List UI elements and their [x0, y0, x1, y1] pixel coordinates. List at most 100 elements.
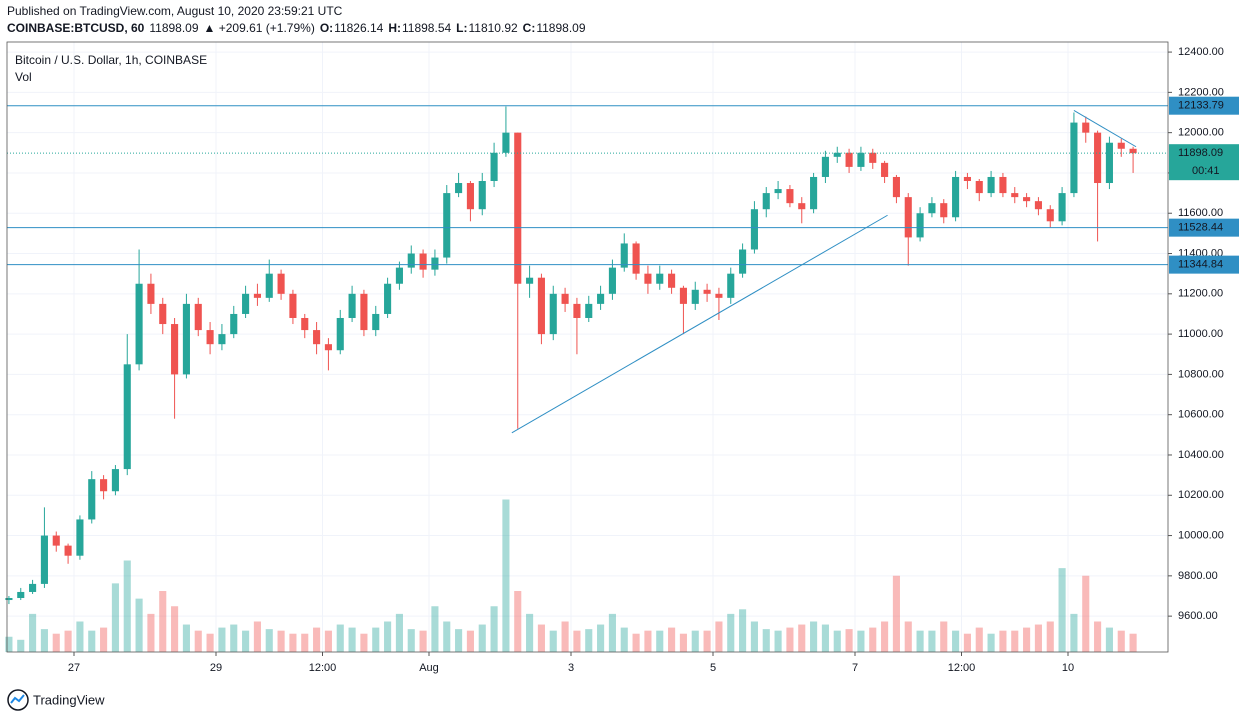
candle-body [466, 183, 474, 210]
volume-bar [171, 606, 179, 652]
candle-body [76, 519, 84, 556]
volume-bar [668, 627, 676, 652]
volume-bar [407, 629, 415, 652]
x-tick-label: 12:00 [309, 662, 337, 674]
volume-bar [833, 630, 841, 652]
x-tick-label: Aug [419, 662, 439, 674]
candle-body [111, 469, 119, 492]
candle-body [881, 162, 889, 177]
candle-body [431, 257, 439, 270]
candle-body [289, 293, 297, 318]
volume-bar [691, 630, 699, 652]
volume-bar [940, 621, 948, 652]
volume-bar [928, 630, 936, 652]
volume-bar [289, 633, 297, 652]
candle-body [52, 535, 60, 546]
volume-bar [242, 630, 250, 652]
brand-name: TradingView [33, 692, 105, 707]
candle-body [384, 283, 392, 314]
candle-body [1058, 193, 1066, 222]
volume-bar [478, 624, 486, 652]
candle-body [739, 249, 747, 274]
last-price-label: 11898.09 [1178, 147, 1223, 159]
volume-bar [277, 630, 285, 652]
volume-bar [750, 621, 758, 652]
candle-body [904, 197, 912, 238]
volume-bar [324, 630, 332, 652]
volume-bar [975, 627, 983, 652]
candle-body [561, 293, 569, 304]
candle-body [123, 364, 131, 470]
volume-bar [857, 630, 865, 652]
volume-bar [182, 624, 190, 652]
y-tick-label: 10400.00 [1178, 449, 1224, 461]
header-quote: 11898.09 [536, 21, 585, 35]
candle-body [443, 193, 451, 258]
candle-body [40, 535, 48, 584]
x-tick-label: 3 [568, 662, 574, 674]
volume-bar [526, 613, 534, 652]
volume-bar [1023, 627, 1031, 652]
volume-bar [395, 613, 403, 652]
y-tick-label: 12000.00 [1178, 127, 1224, 139]
volume-bar [1129, 633, 1137, 652]
countdown-label: 00:41 [1192, 165, 1220, 177]
candle-body [940, 203, 948, 218]
volume-bar [419, 630, 427, 652]
candle-body [5, 598, 13, 601]
candle-body [301, 317, 309, 331]
candle-body [478, 181, 486, 210]
candle-body [360, 293, 368, 331]
candle-body [29, 583, 37, 592]
candle-body [999, 176, 1007, 194]
volume-bar [466, 630, 474, 652]
volume-bar [656, 630, 664, 652]
volume-bar [632, 633, 640, 652]
candle-body [490, 152, 498, 182]
volume-bar [159, 591, 167, 652]
price-line-label: 12133.79 [1178, 100, 1224, 112]
volume-bar [821, 624, 829, 652]
volume-bar [111, 583, 119, 652]
y-tick-label: 11600.00 [1178, 207, 1223, 219]
volume-bar [892, 575, 900, 652]
volume-bar [218, 627, 226, 652]
volume-bar [597, 624, 605, 652]
y-tick-label: 12400.00 [1178, 46, 1224, 58]
candle-body [1034, 201, 1042, 210]
volume-bar [1046, 621, 1054, 652]
volume-bar [999, 630, 1007, 652]
volume-bar [798, 624, 806, 652]
candle-body [573, 303, 581, 318]
volume-bar [715, 621, 723, 652]
candle-body [857, 152, 865, 167]
volume-bar [561, 621, 569, 652]
volume-bar [348, 627, 356, 652]
price-line-label: 11528.44 [1178, 222, 1223, 234]
candle-body [608, 267, 616, 294]
candle-body [171, 324, 179, 375]
candle-body [206, 330, 214, 345]
y-tick-label: 11000.00 [1178, 328, 1223, 340]
candle-body [916, 213, 924, 238]
volume-bar [502, 499, 510, 652]
volume-bar [573, 630, 581, 652]
price-line-label-box [1169, 96, 1239, 115]
volume-bar [916, 630, 924, 652]
candle-body [833, 152, 841, 157]
volume-bar [952, 630, 960, 652]
candle-body [100, 479, 108, 492]
volume-bar [253, 621, 261, 652]
header-quote: ▲ +209.61 (+1.79%) [204, 21, 315, 35]
y-tick-label: 12200.00 [1178, 86, 1224, 98]
volume-bar [5, 636, 13, 652]
volume-bar [514, 591, 522, 652]
header-quote: O: [320, 21, 333, 35]
volume-bar [40, 629, 48, 652]
candle-body [526, 277, 534, 284]
volume-bar [372, 627, 380, 652]
volume-bar [703, 630, 711, 652]
volume-bar [52, 633, 60, 652]
x-tick-label: 5 [710, 662, 716, 674]
